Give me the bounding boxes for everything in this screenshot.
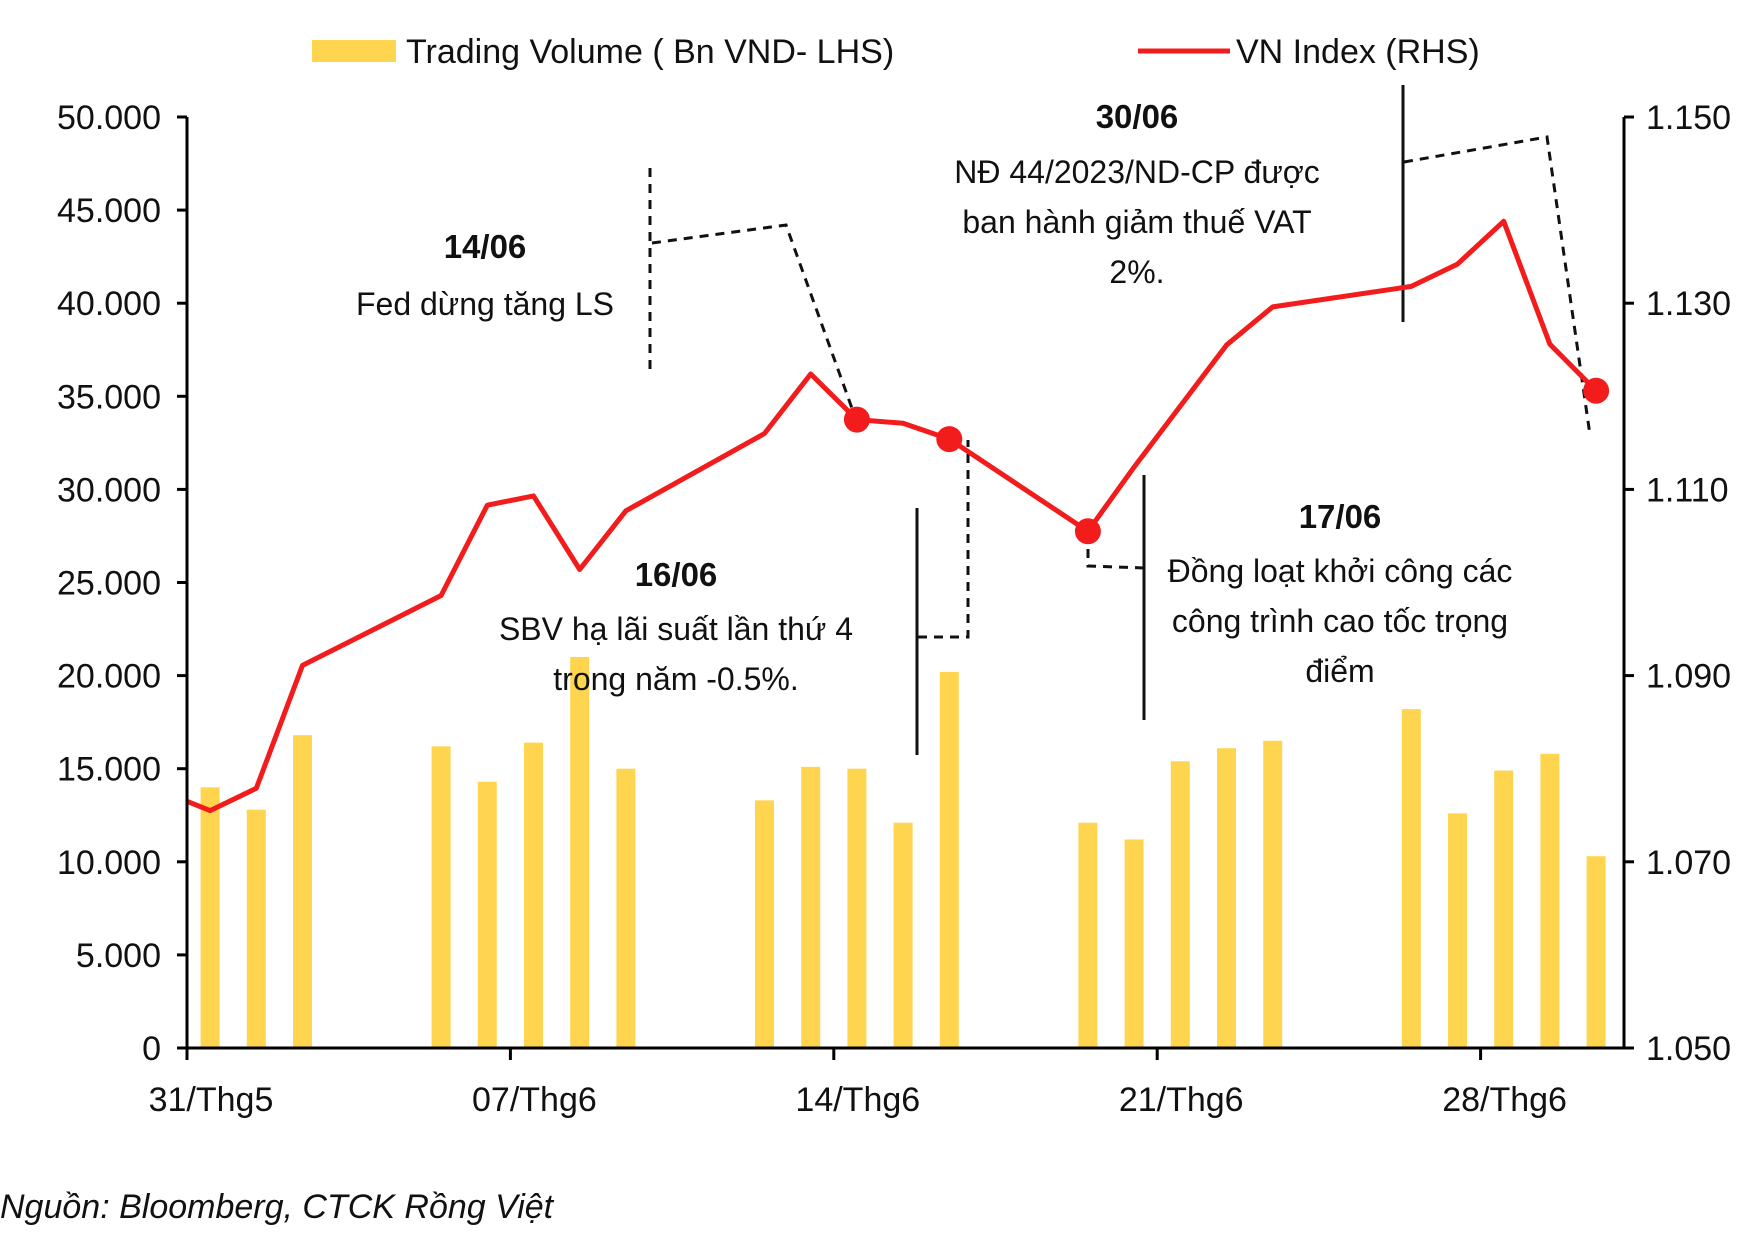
volume-bar: [1217, 748, 1236, 1048]
annotation-line: SBV hạ lãi suất lần thứ 4: [499, 611, 853, 647]
annotation-title: 17/06: [1299, 498, 1382, 535]
x-tick-label: 14/Thg6: [795, 1081, 920, 1119]
volume-bar: [1078, 822, 1098, 1048]
volume-bar: [1263, 740, 1283, 1048]
right-tick-label: 1.110: [1646, 471, 1729, 509]
volume-bar: [1586, 856, 1606, 1048]
right-tick-label: 1.050: [1646, 1030, 1731, 1068]
source-note: Nguồn: Bloomberg, CTCK Rồng Việt: [0, 1188, 554, 1226]
volume-bars: [200, 656, 1606, 1048]
right-tick-label: 1.150: [1646, 99, 1731, 137]
right-tick-label: 1.130: [1646, 285, 1731, 323]
annotation-leader-dashed: [1403, 135, 1592, 436]
left-tick-label: 25.000: [57, 565, 161, 603]
left-axis-ticks: 0 5.000 10.000 15.000 20.000 25.000 30.000 35.0…: [57, 99, 187, 1068]
volume-bar: [755, 800, 774, 1048]
left-tick-label: 40.000: [57, 285, 161, 323]
volume-bar: [477, 781, 497, 1048]
volume-bar: [200, 787, 220, 1048]
vnindex-highlight-point: [1074, 518, 1101, 545]
volume-bar: [1124, 839, 1144, 1048]
volume-bar: [1401, 709, 1421, 1048]
legend-label-volume: Trading Volume ( Bn VND- LHS): [406, 33, 894, 71]
volume-bar: [1540, 753, 1560, 1048]
left-tick-label: 5.000: [76, 937, 161, 975]
left-tick-label: 35.000: [57, 378, 161, 416]
annotation-line: Fed dừng tăng LS: [356, 286, 614, 322]
annotation-line: ban hành giảm thuế VAT: [962, 204, 1311, 240]
annotation-1706: 17/06 Đồng loạt khởi công các công trình…: [1168, 498, 1513, 689]
annotation-title: 14/06: [444, 228, 527, 265]
legend-swatch-volume: [312, 40, 396, 62]
left-tick-label: 20.000: [57, 658, 161, 696]
x-tick-label: 07/Thg6: [472, 1081, 597, 1119]
right-axis-ticks: 1.050 1.070 1.090 1.110 1.130 1.150: [1624, 99, 1731, 1068]
annotation-leader-dashed: [651, 223, 860, 426]
annotation-3006: 30/06 NĐ 44/2023/ND-CP được ban hành giả…: [954, 98, 1320, 290]
annotation-line: Đồng loạt khởi công các: [1168, 553, 1513, 589]
annotation-line: công trình cao tốc trọng: [1172, 603, 1508, 639]
left-tick-label: 50.000: [57, 99, 161, 137]
vnindex-highlight-point: [1583, 377, 1610, 404]
x-axis-ticks: 31/Thg5 07/Thg6 14/Thg6 21/Thg6 28/Thg6: [149, 1048, 1567, 1119]
annotation-line: trong năm -0.5%.: [553, 661, 798, 697]
left-tick-label: 15.000: [57, 751, 161, 789]
volume-bar: [616, 768, 636, 1048]
annotation-leader-dashed: [1086, 537, 1145, 570]
left-tick-label: 45.000: [57, 192, 161, 230]
annotation-1606: 16/06 SBV hạ lãi suất lần thứ 4 trong nă…: [499, 556, 853, 697]
legend: Trading Volume ( Bn VND- LHS) VN Index (…: [312, 33, 1480, 71]
left-tick-label: 0: [142, 1030, 161, 1068]
legend-label-vnindex: VN Index (RHS): [1236, 33, 1480, 71]
x-tick-label: 31/Thg5: [149, 1081, 274, 1119]
volume-bar: [524, 742, 543, 1048]
volume-bar: [893, 822, 913, 1048]
annotation-line: điểm: [1305, 653, 1374, 689]
volume-bar: [939, 671, 959, 1048]
vnindex-highlight-point: [936, 426, 963, 453]
volume-bar: [1170, 761, 1190, 1048]
volume-bar: [293, 735, 312, 1048]
left-tick-label: 30.000: [57, 471, 161, 509]
volume-bar: [1448, 813, 1467, 1048]
right-tick-label: 1.090: [1646, 658, 1731, 696]
vnindex-highlight-point: [843, 406, 870, 433]
annotation-title: 30/06: [1096, 98, 1179, 135]
annotation-connectors: [648, 85, 1592, 755]
left-tick-label: 10.000: [57, 844, 161, 882]
annotation-line: NĐ 44/2023/ND-CP được: [954, 154, 1320, 190]
vnindex-line-layer: [186, 218, 1610, 814]
volume-bar: [1494, 770, 1514, 1048]
volume-bar: [801, 766, 821, 1048]
volume-bar: [570, 656, 590, 1048]
x-tick-label: 28/Thg6: [1442, 1081, 1567, 1119]
right-tick-label: 1.070: [1646, 844, 1731, 882]
volume-bar: [847, 768, 867, 1048]
annotation-line: 2%.: [1109, 254, 1164, 290]
volume-bar: [246, 809, 266, 1048]
volume-bar: [431, 746, 451, 1048]
x-tick-label: 21/Thg6: [1119, 1081, 1244, 1119]
annotation-1406: 14/06 Fed dừng tăng LS: [356, 228, 614, 322]
annotation-leader-dashed: [918, 440, 970, 639]
annotation-title: 16/06: [635, 556, 718, 593]
